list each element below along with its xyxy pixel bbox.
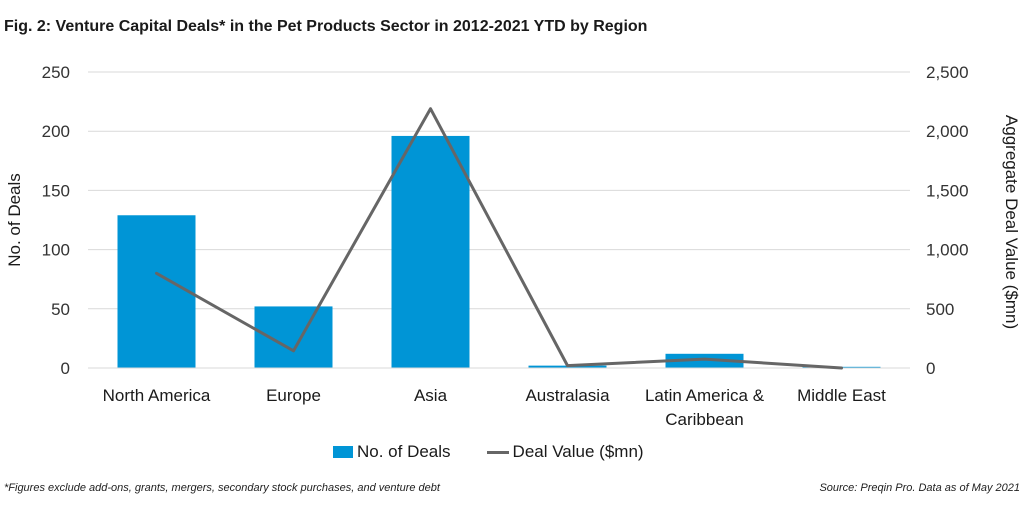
bar xyxy=(254,306,333,368)
x-category-label: Latin America & xyxy=(645,386,765,405)
x-category-label: Europe xyxy=(266,386,321,405)
legend-bar-swatch xyxy=(333,446,353,458)
source-note: Source: Preqin Pro. Data as of May 2021 xyxy=(819,482,1020,494)
bar xyxy=(665,353,744,368)
y-tick-label-left: 0 xyxy=(61,359,70,378)
bar xyxy=(117,215,196,368)
y-tick-label-right: 2,500 xyxy=(926,63,969,82)
y-tick-label-right: 0 xyxy=(926,359,935,378)
legend-bar-label: No. of Deals xyxy=(357,442,451,461)
y-tick-label-left: 200 xyxy=(42,122,70,141)
legend: No. of Deals Deal Value ($mn) xyxy=(333,442,644,462)
x-category-label: Australasia xyxy=(525,386,610,405)
legend-line-label: Deal Value ($mn) xyxy=(512,442,644,461)
deal-value-line xyxy=(155,107,843,370)
legend-line-swatch xyxy=(486,450,509,454)
y-tick-label-right: 1,000 xyxy=(926,241,969,260)
x-category-label: Asia xyxy=(414,386,448,405)
x-category-label: Caribbean xyxy=(665,410,743,429)
y-tick-label-left: 50 xyxy=(51,300,70,319)
y-axis-title-right: Aggregate Deal Value ($mn) xyxy=(1002,115,1021,329)
footnote: *Figures exclude add-ons, grants, merger… xyxy=(4,482,440,494)
y-tick-label-left: 100 xyxy=(42,241,70,260)
y-tick-label-right: 2,000 xyxy=(926,122,969,141)
x-category-label: Middle East xyxy=(797,386,886,405)
y-axis-title-left: No. of Deals xyxy=(5,173,24,267)
chart: 0 0 50 500 100 1,000 150 1,500 200 2,000 250 2,500 N… xyxy=(5,63,1021,429)
y-tick-label-right: 1,500 xyxy=(926,181,969,200)
x-category-label: North America xyxy=(103,386,211,405)
y-tick-label-left: 250 xyxy=(42,63,70,82)
y-tick-label-left: 150 xyxy=(42,181,70,200)
bar xyxy=(391,135,470,368)
y-tick-label-right: 500 xyxy=(926,300,954,319)
chart-title: Fig. 2: Venture Capital Deals* in the Pe… xyxy=(4,18,648,35)
